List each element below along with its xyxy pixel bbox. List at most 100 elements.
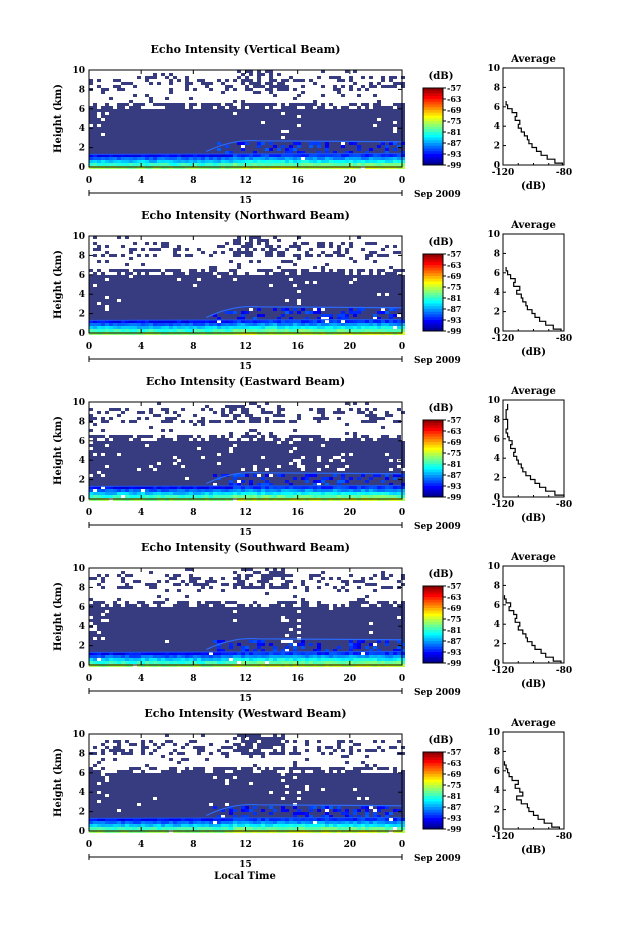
heatmap-cell — [397, 124, 401, 127]
heatmap-cell — [117, 284, 121, 287]
heatmap-cell — [389, 109, 393, 112]
heatmap-cell — [329, 254, 333, 257]
heatmap-cell — [137, 441, 141, 444]
heatmap-cell — [341, 444, 345, 447]
heatmap-cell — [205, 450, 209, 453]
heatmap-cell — [89, 450, 93, 453]
heatmap-cell — [245, 142, 249, 145]
colorbar-unit-label: (dB) — [429, 71, 454, 82]
heatmap-cell — [237, 160, 241, 163]
heatmap-cell — [357, 438, 361, 441]
heatmap-cell — [121, 293, 125, 296]
heatmap-cell — [217, 163, 221, 166]
heatmap-cell — [173, 278, 177, 281]
heatmap-cell — [301, 115, 305, 118]
heatmap-cell — [137, 299, 141, 302]
heatmap-cell — [397, 154, 401, 157]
heatmap-cell — [249, 130, 253, 133]
heatmap-cell — [125, 157, 129, 160]
heatmap-cell — [389, 456, 393, 459]
heatmap-cell — [341, 115, 345, 118]
heatmap-cell — [245, 456, 249, 459]
heatmap-cell — [233, 311, 237, 314]
heatmap-cell — [133, 115, 137, 118]
heatmap-cell — [341, 287, 345, 290]
heatmap-cell — [189, 157, 193, 160]
heatmap-cell — [225, 118, 229, 121]
heatmap-cell — [373, 311, 377, 314]
heatmap-cell — [381, 148, 385, 151]
heatmap-cell — [393, 296, 397, 299]
heatmap-cell — [149, 97, 153, 100]
heatmap-cell — [117, 293, 121, 296]
heatmap-cell — [93, 287, 97, 290]
heatmap-cell — [229, 453, 233, 456]
heatmap-cell — [385, 329, 389, 332]
heatmap-cell — [209, 88, 213, 91]
heatmap-cell — [333, 272, 337, 275]
heatmap-cell — [261, 112, 265, 115]
heatmap-cell — [181, 163, 185, 166]
heatmap-cell — [393, 450, 397, 453]
heatmap-cell — [265, 163, 269, 166]
heatmap-cell — [133, 299, 137, 302]
heatmap-cell — [289, 118, 293, 121]
heatmap-cell — [109, 317, 113, 320]
heatmap-cell — [137, 326, 141, 329]
heatmap-cell — [365, 435, 369, 438]
heatmap-cell — [273, 302, 277, 305]
heatmap-cell — [389, 112, 393, 115]
heatmap-cell — [221, 118, 225, 121]
heatmap-cell — [113, 462, 117, 465]
heatmap-cell — [297, 296, 301, 299]
heatmap-cell — [113, 160, 117, 163]
heatmap-cell — [265, 453, 269, 456]
heatmap-cell — [253, 435, 257, 438]
heatmap-cell — [261, 311, 265, 314]
heatmap-cell — [125, 465, 129, 468]
heatmap-cell — [181, 408, 185, 411]
heatmap-cell — [173, 323, 177, 326]
heatmap-cell — [349, 154, 353, 157]
heatmap-cell — [305, 106, 309, 109]
heatmap-cell — [373, 417, 377, 420]
heatmap-cell — [369, 121, 373, 124]
heatmap-cell — [217, 459, 221, 462]
heatmap-cell — [373, 154, 377, 157]
heatmap-cell — [89, 435, 93, 438]
heatmap-cell — [385, 468, 389, 471]
heatmap-cell — [333, 109, 337, 112]
heatmap-cell — [397, 444, 401, 447]
heatmap-cell — [325, 323, 329, 326]
heatmap-cell — [209, 441, 213, 444]
heatmap-cell — [141, 290, 145, 293]
heatmap-cell — [201, 408, 205, 411]
heatmap-cell — [245, 468, 249, 471]
heatmap-cell — [357, 459, 361, 462]
heatmap-cell — [381, 426, 385, 429]
heatmap-cell — [241, 314, 245, 317]
heatmap-cell — [317, 465, 321, 468]
heatmap-cell — [89, 444, 93, 447]
heatmap-cell — [129, 278, 133, 281]
heatmap-cell — [325, 299, 329, 302]
colorbar-segment — [423, 265, 443, 268]
heatmap-cell — [201, 299, 205, 302]
heatmap-cell — [253, 160, 257, 163]
heatmap-cell — [213, 308, 217, 311]
heatmap-cell — [241, 142, 245, 145]
heatmap-cell — [333, 275, 337, 278]
profile-y-tick-label: 10 — [487, 64, 500, 74]
heatmap-cell — [325, 293, 329, 296]
heatmap-cell — [369, 142, 373, 145]
heatmap-cell — [141, 157, 145, 160]
heatmap-cell — [237, 112, 241, 115]
heatmap-cell — [269, 88, 273, 91]
heatmap-cell — [189, 281, 193, 284]
heatmap-cell — [109, 441, 113, 444]
heatmap-cell — [97, 260, 101, 263]
heatmap-cell — [89, 453, 93, 456]
heatmap-cell — [221, 106, 225, 109]
heatmap-cell — [153, 281, 157, 284]
heatmap-cell — [205, 278, 209, 281]
